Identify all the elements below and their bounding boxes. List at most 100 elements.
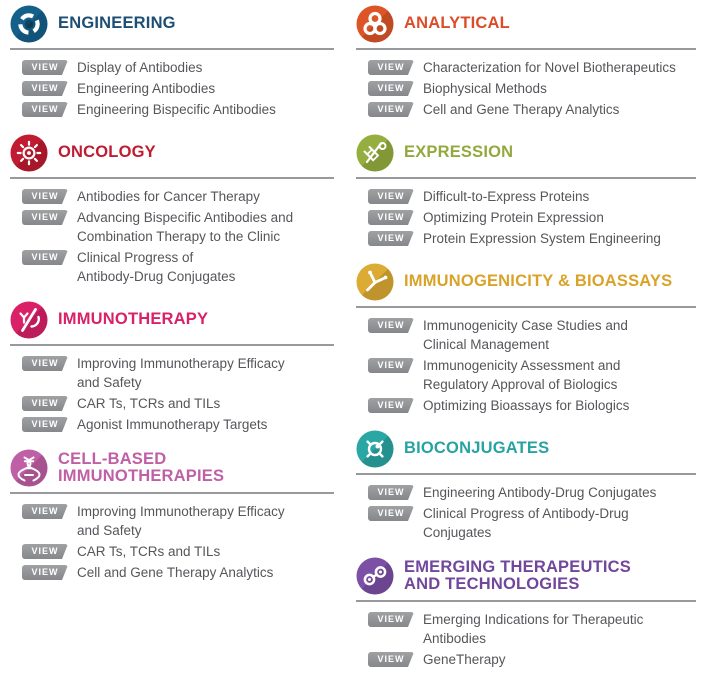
session-title: Clinical Progress of Antibody-Drug Conju… xyxy=(77,250,236,284)
track-header: ANALYTICAL xyxy=(356,5,696,43)
session-title: Immunogenicity Case Studies and Clinical… xyxy=(423,318,628,352)
view-button[interactable]: VIEW xyxy=(22,544,68,559)
view-button[interactable]: VIEW xyxy=(368,189,414,204)
session-list: VIEW Display of Antibodies VIEW Engineering… xyxy=(10,58,334,119)
view-button[interactable]: VIEW xyxy=(368,102,414,117)
session-title: Emerging Indications for Therapeutic Ant… xyxy=(423,612,644,646)
view-button[interactable]: VIEW xyxy=(22,417,68,432)
session-item: VIEW Optimizing Protein Expression xyxy=(368,208,696,227)
track-header: ENGINEERING xyxy=(10,5,334,43)
molecule-cluster-icon xyxy=(356,5,394,43)
session-list: VIEW Immunogenicity Case Studies and Clin… xyxy=(356,316,696,415)
track-engineering: ENGINEERING VIEW Display of Antibodies VIE… xyxy=(10,5,334,121)
session-list: VIEW Difficult-to-Express Proteins VIEW Opt… xyxy=(356,187,696,248)
session-title: GeneTherapy xyxy=(423,652,506,667)
view-button[interactable]: VIEW xyxy=(368,398,414,413)
session-title: Immunogenicity Assessment and Regulatory… xyxy=(423,358,621,392)
session-list: VIEW Engineering Antibody-Drug Conjugates… xyxy=(356,483,696,542)
session-item: VIEW CAR Ts, TCRs and TILs xyxy=(22,394,334,413)
view-button[interactable]: VIEW xyxy=(22,565,68,580)
view-button[interactable]: VIEW xyxy=(368,358,414,373)
session-item: VIEW Engineering Antibodies xyxy=(22,79,334,98)
session-title: Antibodies for Cancer Therapy xyxy=(77,189,260,204)
session-title: Agonist Immunotherapy Targets xyxy=(77,417,268,432)
track-header: IMMUNOGENICITY & BIOASSAYS xyxy=(356,263,696,301)
view-button[interactable]: VIEW xyxy=(22,81,68,96)
left-column: ENGINEERING VIEW Display of Antibodies VIE… xyxy=(10,5,334,684)
view-button[interactable]: VIEW xyxy=(368,81,414,96)
session-item: VIEW Cell and Gene Therapy Analytics xyxy=(22,563,334,582)
session-title: Optimizing Protein Expression xyxy=(423,210,604,225)
view-button[interactable]: VIEW xyxy=(368,318,414,333)
divider xyxy=(356,48,696,50)
view-button[interactable]: VIEW xyxy=(368,60,414,75)
session-item: VIEW Engineering Bispecific Antibodies xyxy=(22,100,334,119)
track-header: EMERGING THERAPEUTICS AND TECHNOLOGIES xyxy=(356,557,696,595)
track-immunogenicity-bioassays: IMMUNOGENICITY & BIOASSAYS VIEW Immunogen… xyxy=(356,263,696,417)
view-button[interactable]: VIEW xyxy=(368,231,414,246)
dna-percent-icon xyxy=(356,134,394,172)
track-header: ONCOLOGY xyxy=(10,134,334,172)
conjugate-molecule-icon xyxy=(356,430,394,468)
track-title: EMERGING THERAPEUTICS AND TECHNOLOGIES xyxy=(404,557,631,593)
divider xyxy=(10,492,334,494)
dna-helix-icon xyxy=(10,449,48,487)
session-title: Biophysical Methods xyxy=(423,81,547,96)
session-title: Cell and Gene Therapy Analytics xyxy=(77,565,274,580)
view-button[interactable]: VIEW xyxy=(22,504,68,519)
session-title: Protein Expression System Engineering xyxy=(423,231,661,246)
track-immunotherapy: IMMUNOTHERAPY VIEW Improving Immunotherap… xyxy=(10,301,334,436)
track-header: CELL-BASED IMMUNOTHERAPIES xyxy=(10,449,334,487)
view-button[interactable]: VIEW xyxy=(22,210,68,225)
divider xyxy=(356,177,696,179)
track-title: IMMUNOTHERAPY xyxy=(58,310,209,329)
view-button[interactable]: VIEW xyxy=(368,485,414,500)
view-button[interactable]: VIEW xyxy=(368,652,414,667)
session-list: VIEW Emerging Indications for Therapeutic… xyxy=(356,610,696,669)
track-oncology: ONCOLOGY VIEW Antibodies for Cancer Thera… xyxy=(10,134,334,288)
session-list: VIEW Characterization for Novel Biotherap… xyxy=(356,58,696,119)
antibody-icon xyxy=(356,263,394,301)
track-title: EXPRESSION xyxy=(404,143,514,162)
session-item: VIEW Improving Immunotherapy Efficacy and… xyxy=(22,354,334,392)
divider xyxy=(10,48,334,50)
session-list: VIEW Improving Immunotherapy Efficacy and… xyxy=(10,502,334,582)
session-title: Difficult-to-Express Proteins xyxy=(423,189,590,204)
session-title: CAR Ts, TCRs and TILs xyxy=(77,544,221,559)
track-title: ANALYTICAL xyxy=(404,14,510,33)
session-item: VIEW Advancing Bispecific Antibodies and … xyxy=(22,208,334,246)
view-button[interactable]: VIEW xyxy=(368,210,414,225)
track-title: ENGINEERING xyxy=(58,14,176,33)
track-title: BIOCONJUGATES xyxy=(404,439,550,458)
track-cell-based-immunotherapies: CELL-BASED IMMUNOTHERAPIES VIEW Improving… xyxy=(10,449,334,584)
session-list: VIEW Improving Immunotherapy Efficacy and… xyxy=(10,354,334,434)
session-title: Cell and Gene Therapy Analytics xyxy=(423,102,620,117)
chain-links-icon xyxy=(356,557,394,595)
view-button[interactable]: VIEW xyxy=(22,102,68,117)
track-emerging-therapeutics: EMERGING THERAPEUTICS AND TECHNOLOGIES V… xyxy=(356,557,696,671)
track-bioconjugates: BIOCONJUGATES VIEW Engineering Antibody-D… xyxy=(356,430,696,544)
session-title: Improving Immunotherapy Efficacy and Saf… xyxy=(77,504,285,538)
view-button[interactable]: VIEW xyxy=(22,189,68,204)
session-title: Display of Antibodies xyxy=(77,60,203,75)
antibody-cell-icon xyxy=(10,301,48,339)
view-button[interactable]: VIEW xyxy=(22,396,68,411)
track-header: BIOCONJUGATES xyxy=(356,430,696,468)
session-item: VIEW CAR Ts, TCRs and TILs xyxy=(22,542,334,561)
session-title: Improving Immunotherapy Efficacy and Saf… xyxy=(77,356,285,390)
track-title: ONCOLOGY xyxy=(58,143,156,162)
session-item: VIEW Improving Immunotherapy Efficacy and… xyxy=(22,502,334,540)
track-title: CELL-BASED IMMUNOTHERAPIES xyxy=(58,449,225,485)
view-button[interactable]: VIEW xyxy=(368,612,414,627)
view-button[interactable]: VIEW xyxy=(22,356,68,371)
session-item: VIEW Protein Expression System Engineerin… xyxy=(368,229,696,248)
session-list: VIEW Antibodies for Cancer Therapy VIEW Adv… xyxy=(10,187,334,286)
view-button[interactable]: VIEW xyxy=(22,250,68,265)
right-column: ANALYTICAL VIEW Characterization for Nove… xyxy=(356,5,696,684)
session-item: VIEW Biophysical Methods xyxy=(368,79,696,98)
session-item: VIEW Immunogenicity Case Studies and Clin… xyxy=(368,316,696,354)
view-button[interactable]: VIEW xyxy=(368,506,414,521)
session-item: VIEW Engineering Antibody-Drug Conjugates xyxy=(368,483,696,502)
view-button[interactable]: VIEW xyxy=(22,60,68,75)
